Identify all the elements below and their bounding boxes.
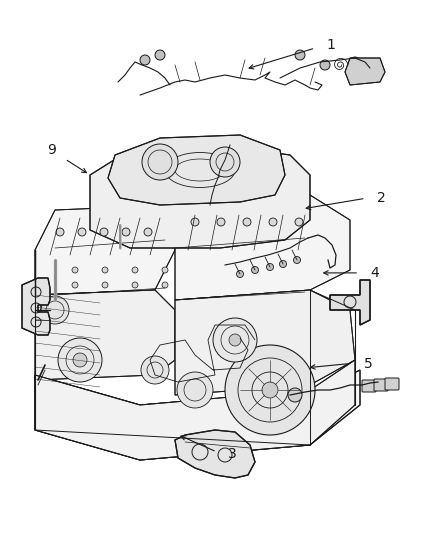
Circle shape bbox=[237, 271, 244, 278]
Circle shape bbox=[140, 55, 150, 65]
Circle shape bbox=[177, 372, 213, 408]
Circle shape bbox=[162, 267, 168, 273]
Circle shape bbox=[210, 147, 240, 177]
FancyBboxPatch shape bbox=[385, 378, 399, 390]
Polygon shape bbox=[108, 135, 285, 205]
Circle shape bbox=[320, 60, 330, 70]
Circle shape bbox=[350, 57, 360, 67]
Circle shape bbox=[191, 218, 199, 226]
Text: 1: 1 bbox=[326, 38, 335, 52]
Circle shape bbox=[162, 282, 168, 288]
Circle shape bbox=[266, 263, 273, 271]
Circle shape bbox=[78, 228, 86, 236]
Circle shape bbox=[41, 296, 69, 324]
Circle shape bbox=[262, 382, 278, 398]
Circle shape bbox=[58, 338, 102, 382]
FancyBboxPatch shape bbox=[374, 379, 388, 391]
Text: 3: 3 bbox=[228, 447, 237, 461]
Circle shape bbox=[102, 267, 108, 273]
Circle shape bbox=[279, 261, 286, 268]
Circle shape bbox=[243, 218, 251, 226]
Circle shape bbox=[142, 144, 178, 180]
Circle shape bbox=[132, 282, 138, 288]
Circle shape bbox=[122, 228, 130, 236]
Polygon shape bbox=[35, 370, 360, 460]
Polygon shape bbox=[175, 430, 255, 478]
Text: 2: 2 bbox=[377, 191, 385, 205]
Circle shape bbox=[251, 266, 258, 273]
Circle shape bbox=[141, 356, 169, 384]
Text: 4: 4 bbox=[370, 266, 379, 280]
Circle shape bbox=[217, 218, 225, 226]
Circle shape bbox=[144, 228, 152, 236]
Circle shape bbox=[100, 228, 108, 236]
Circle shape bbox=[155, 50, 165, 60]
Polygon shape bbox=[35, 205, 175, 295]
Circle shape bbox=[213, 318, 257, 362]
Polygon shape bbox=[345, 58, 385, 85]
Circle shape bbox=[72, 267, 78, 273]
Circle shape bbox=[132, 267, 138, 273]
Text: 9: 9 bbox=[47, 143, 56, 157]
Circle shape bbox=[229, 334, 241, 346]
Circle shape bbox=[56, 228, 64, 236]
Text: 5: 5 bbox=[364, 357, 372, 370]
FancyBboxPatch shape bbox=[362, 380, 376, 392]
Circle shape bbox=[269, 218, 277, 226]
Circle shape bbox=[73, 353, 87, 367]
Circle shape bbox=[295, 218, 303, 226]
Polygon shape bbox=[175, 290, 355, 395]
Polygon shape bbox=[35, 290, 175, 380]
Circle shape bbox=[225, 345, 315, 435]
Circle shape bbox=[102, 282, 108, 288]
Polygon shape bbox=[330, 280, 370, 325]
Circle shape bbox=[72, 282, 78, 288]
Circle shape bbox=[295, 50, 305, 60]
Polygon shape bbox=[175, 195, 350, 300]
Circle shape bbox=[288, 388, 302, 402]
Circle shape bbox=[293, 256, 300, 263]
Polygon shape bbox=[90, 145, 310, 248]
Polygon shape bbox=[22, 278, 50, 335]
Polygon shape bbox=[35, 360, 355, 460]
